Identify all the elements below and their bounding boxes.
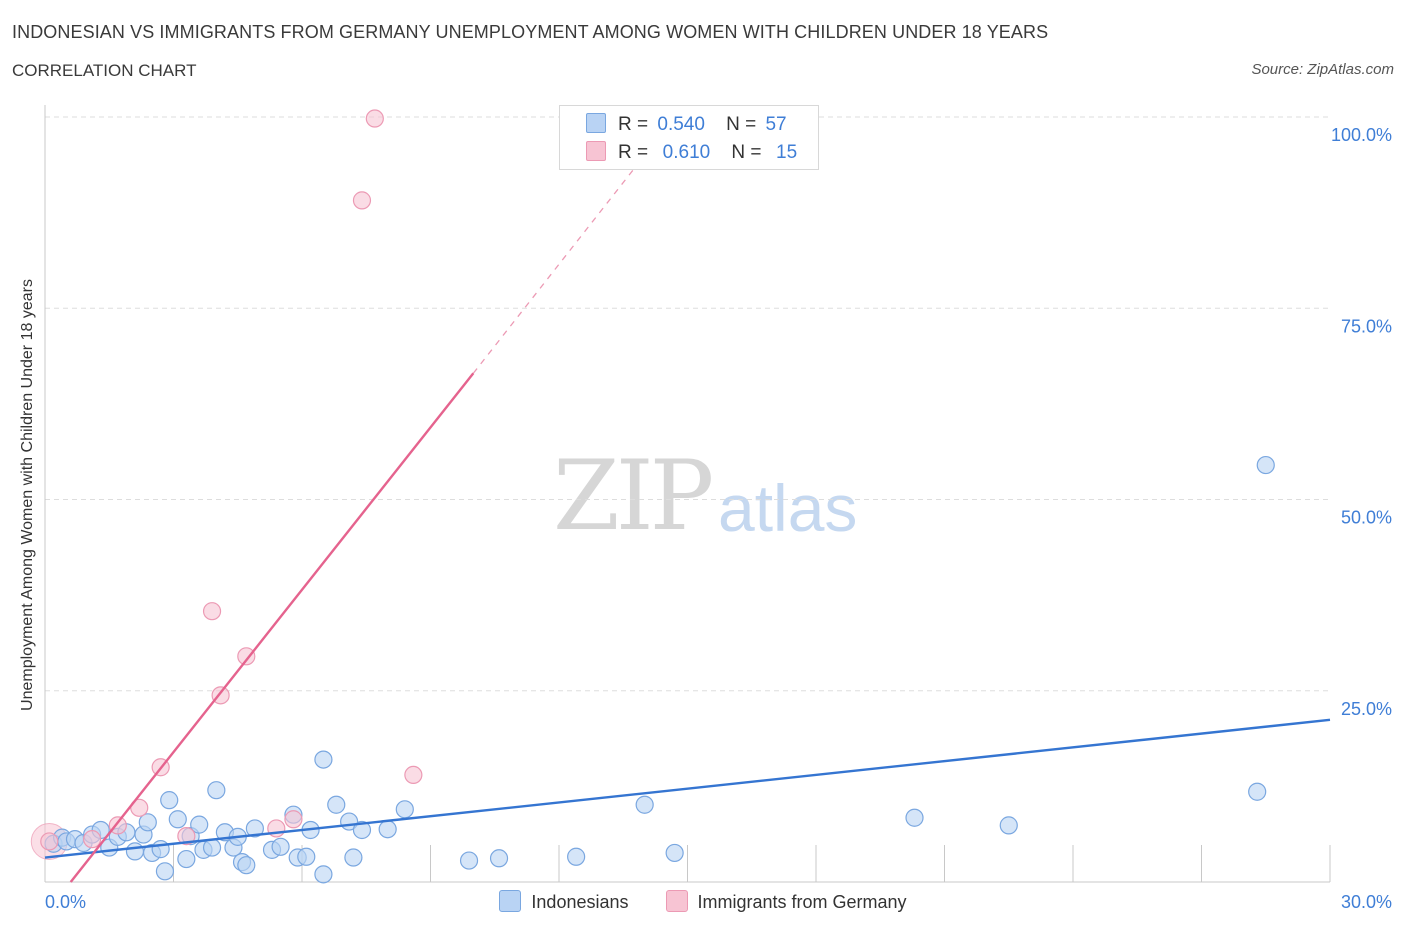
indonesians-point <box>567 847 586 866</box>
germany-point <box>177 826 196 846</box>
watermark-zip: ZIP <box>553 440 714 552</box>
x-tick-label: 0.0% <box>45 892 86 912</box>
indonesians-point <box>125 842 145 861</box>
germany-point <box>365 109 384 128</box>
y-axis-label: Unemployment Among Women with Children U… <box>19 279 36 711</box>
y-tick-label: 50.0% <box>1341 508 1392 528</box>
indonesians-point <box>327 795 346 814</box>
indonesians-point <box>160 791 179 810</box>
indonesians-point <box>297 847 316 866</box>
germany-point <box>83 830 102 849</box>
legend-row-indonesians: R = 0.540 N = 57 <box>586 113 787 136</box>
series-legend: Indonesians Immigrants from Germany <box>0 890 1406 913</box>
legend-r-label: R = <box>618 142 649 163</box>
indonesians-point <box>352 820 372 840</box>
indonesians-point <box>459 851 479 870</box>
legend-item-indonesians: Indonesians <box>499 890 629 913</box>
y-tick-label: 75.0% <box>1341 316 1392 336</box>
indonesians-point <box>1248 782 1267 801</box>
germany-swatch <box>586 141 606 161</box>
legend-r-label: R = <box>618 114 649 135</box>
indonesians-point <box>395 800 414 819</box>
legend-label-indonesians: Indonesians <box>531 892 629 912</box>
legend-label-germany: Immigrants from Germany <box>697 892 907 912</box>
indonesians-point <box>177 849 196 869</box>
germany-trend-extension <box>472 154 646 374</box>
indonesians-point <box>138 813 157 832</box>
indonesians-point <box>237 856 256 875</box>
legend-n-label: N = <box>726 114 757 135</box>
legend-n-value: 15 <box>776 142 798 163</box>
germany-point <box>202 602 222 621</box>
indonesians-point <box>905 808 924 827</box>
indonesians-point <box>190 815 209 834</box>
indonesians-point <box>489 849 509 868</box>
correlation-legend: R = 0.540 N = 57 R = 0.610 N = 15 <box>559 105 819 170</box>
indonesians-swatch <box>586 113 606 133</box>
chart-subtitle: CORRELATION CHART <box>12 61 197 80</box>
legend-r-value: 0.610 <box>662 142 711 163</box>
x-tick-label: 30.0% <box>1341 892 1392 912</box>
legend-r-value: 0.540 <box>657 114 705 135</box>
indonesians-point <box>314 865 333 884</box>
indonesians-point <box>314 750 333 769</box>
germany-point <box>237 647 256 666</box>
germany-point <box>284 810 303 829</box>
indonesians-swatch <box>499 890 522 912</box>
indonesians-point <box>207 781 226 800</box>
indonesians-point <box>665 843 684 863</box>
germany-point <box>404 765 423 785</box>
indonesians-trend-line <box>44 718 1331 859</box>
indonesians-point <box>168 810 187 829</box>
indonesians-point <box>635 795 654 814</box>
source-credit: Source: ZipAtlas.com <box>1251 61 1394 78</box>
indonesians-point <box>344 848 363 867</box>
y-tick-label: 100.0% <box>1331 125 1392 145</box>
germany-trend-line <box>69 372 475 883</box>
indonesians-point <box>155 862 175 881</box>
indonesians-point <box>151 840 170 859</box>
legend-row-germany: R = 0.610 N = 15 <box>586 141 797 164</box>
germany-swatch <box>665 890 688 912</box>
indonesians-point <box>245 819 264 838</box>
legend-n-value: 57 <box>765 114 787 135</box>
indonesians-point <box>999 816 1018 835</box>
indonesians-point <box>271 837 290 856</box>
indonesians-point <box>378 820 397 839</box>
chart-title: INDONESIAN VS IMMIGRANTS FROM GERMANY UN… <box>12 22 1049 42</box>
indonesians-point <box>1256 455 1275 475</box>
y-tick-label: 25.0% <box>1341 699 1392 719</box>
legend-n-label: N = <box>731 142 762 163</box>
indonesians-point <box>202 838 222 857</box>
germany-point <box>352 191 372 210</box>
germany-point <box>40 832 59 851</box>
legend-item-germany: Immigrants from Germany <box>665 890 907 913</box>
watermark-atlas: atlas <box>718 471 858 545</box>
